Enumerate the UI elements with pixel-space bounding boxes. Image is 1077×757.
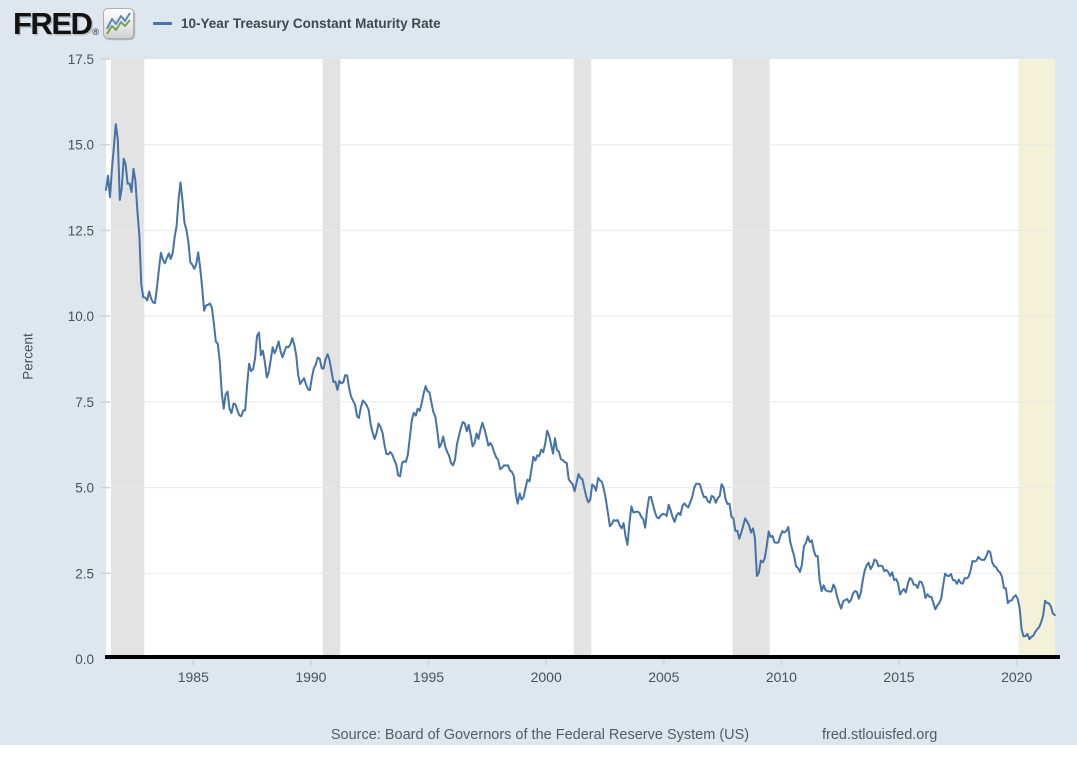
y-tick-label: 5.0 bbox=[75, 481, 94, 496]
y-tick-label: 7.5 bbox=[75, 395, 94, 410]
fred-site-link[interactable]: fred.stlouisfed.org bbox=[822, 727, 938, 743]
recession-band bbox=[322, 59, 341, 659]
x-tick-label: 2020 bbox=[1001, 669, 1032, 685]
x-tick-label: 2000 bbox=[531, 669, 562, 685]
y-tick-label: 12.5 bbox=[68, 223, 94, 238]
series-legend-label: 10-Year Treasury Constant Maturity Rate bbox=[181, 15, 441, 31]
fred-sparkline-icon bbox=[103, 7, 135, 39]
y-tick-label: 17.5 bbox=[68, 52, 94, 67]
y-tick-label: 10.0 bbox=[68, 309, 94, 324]
x-axis-line bbox=[105, 655, 1060, 659]
x-tick-label: 2015 bbox=[883, 669, 914, 685]
recession-band bbox=[732, 59, 770, 659]
legend: 10-Year Treasury Constant Maturity Rate bbox=[153, 16, 441, 31]
series-line bbox=[105, 123, 1056, 641]
fred-logo[interactable]: FRED ® bbox=[13, 5, 135, 41]
y-tick-label: 0.0 bbox=[75, 652, 94, 667]
registered-trademark-icon: ® bbox=[92, 26, 100, 37]
y-tick-label: 2.5 bbox=[75, 566, 94, 581]
recession-band bbox=[110, 59, 145, 659]
source-attribution: Source: Board of Governors of the Federa… bbox=[330, 727, 750, 743]
x-tick-label: 1995 bbox=[413, 669, 444, 685]
pending-recession-band bbox=[1018, 59, 1055, 659]
y-tick-label: 15.0 bbox=[68, 138, 94, 153]
recession-band bbox=[573, 59, 592, 659]
y-axis-title: Percent bbox=[20, 333, 36, 380]
header: FRED ® 10-Year Treasury Constant Maturit… bbox=[0, 0, 1077, 46]
x-tick-label: 2010 bbox=[766, 669, 797, 685]
series-legend-dash-icon bbox=[153, 21, 173, 25]
x-tick-label: 1990 bbox=[295, 669, 326, 685]
x-tick-label: 2005 bbox=[648, 669, 679, 685]
x-tick-label: 1985 bbox=[178, 669, 209, 685]
fred-logo-text: FRED bbox=[13, 5, 93, 41]
